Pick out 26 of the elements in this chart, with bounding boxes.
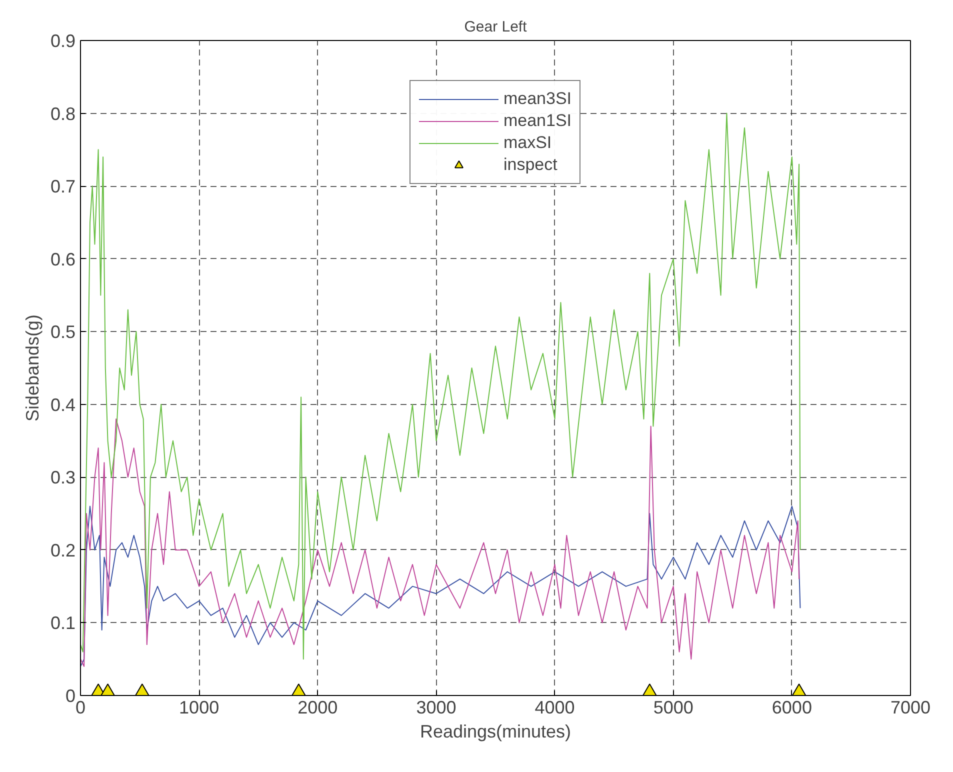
legend-label: mean3SI bbox=[503, 89, 572, 109]
y-tick-label: 0.4 bbox=[50, 394, 76, 415]
x-tick-label: 1000 bbox=[179, 698, 220, 718]
legend-label: mean1SI bbox=[503, 111, 572, 131]
x-tick-label: 6000 bbox=[772, 698, 812, 718]
legend-label: inspect bbox=[503, 155, 558, 175]
line-series bbox=[80, 112, 801, 660]
x-tick-label: 7000 bbox=[890, 698, 931, 718]
legend-label: maxSI bbox=[503, 133, 552, 153]
y-tick-label: 0.9 bbox=[50, 31, 76, 51]
line-series bbox=[80, 418, 800, 667]
y-tick-label: 0.3 bbox=[50, 468, 76, 488]
y-tick-label: 0.5 bbox=[50, 322, 76, 342]
y-tick-label: 0.6 bbox=[50, 249, 76, 270]
x-axis-title: Readings(minutes) bbox=[420, 722, 572, 742]
x-tick-label: 3000 bbox=[416, 698, 456, 718]
line-series bbox=[80, 506, 801, 667]
y-axis-title: Sidebands(g) bbox=[22, 314, 42, 422]
x-tick-label: 4000 bbox=[534, 698, 575, 718]
y-tick-label: 0.8 bbox=[50, 104, 76, 124]
x-tick-label: 5000 bbox=[653, 698, 694, 718]
x-tick-label: 2000 bbox=[298, 698, 338, 718]
y-tick-label: 0.2 bbox=[50, 540, 76, 560]
chart-title: Gear Left bbox=[464, 18, 528, 36]
y-tick-label: 0.7 bbox=[50, 176, 76, 197]
y-tick-label: 0.1 bbox=[50, 613, 76, 634]
